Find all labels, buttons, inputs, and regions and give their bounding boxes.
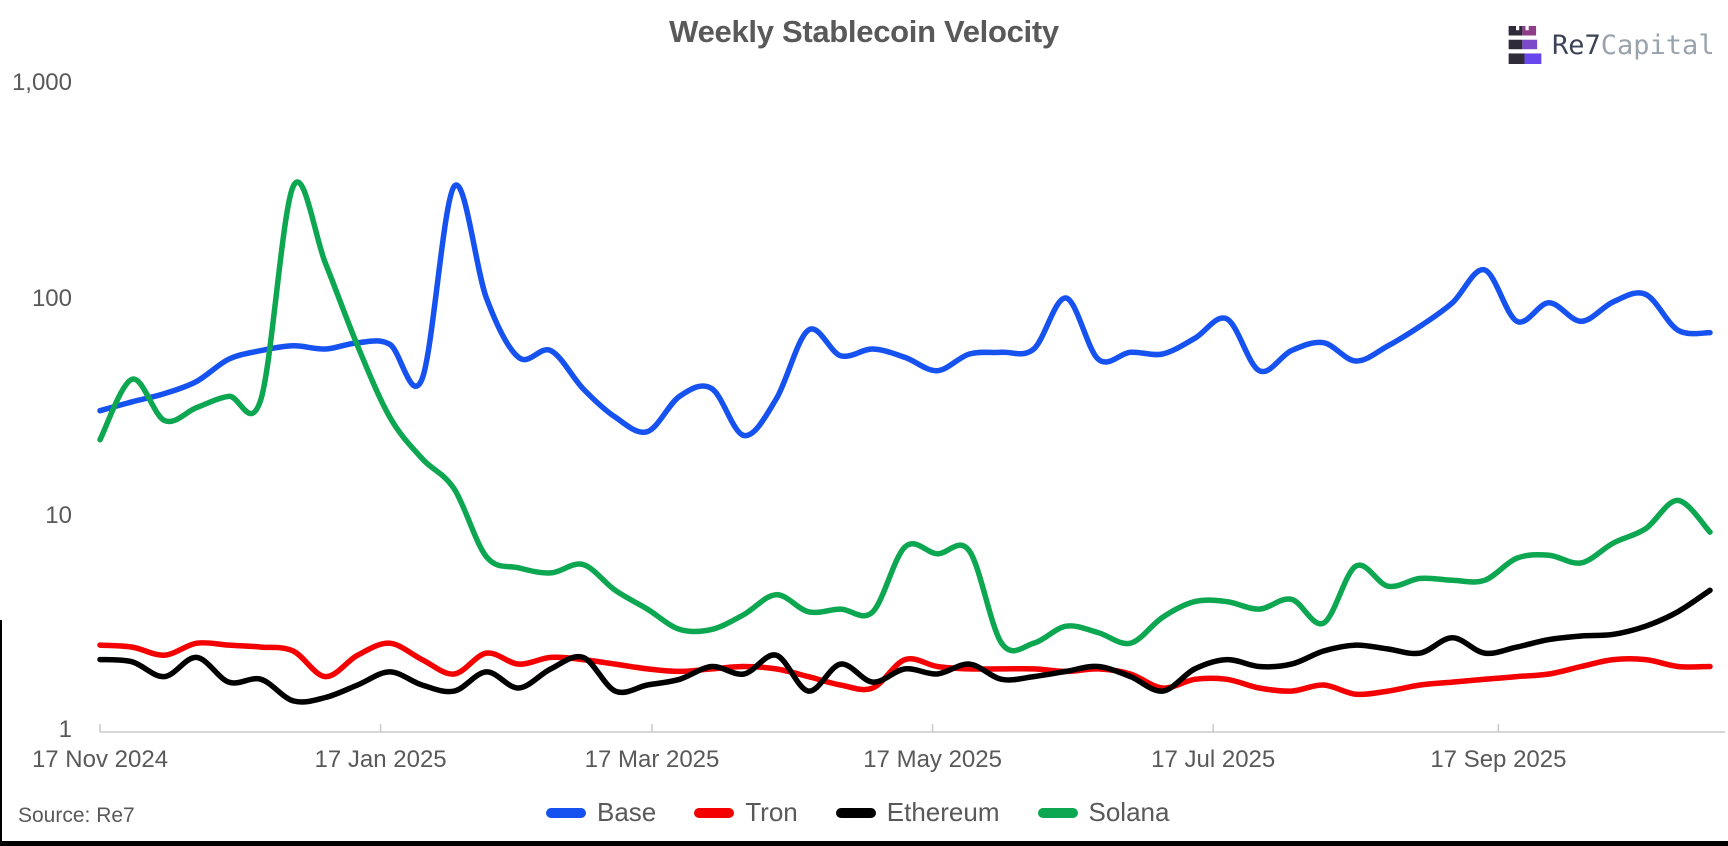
x-axis-label-nov2024: 17 Nov 2024 [31, 746, 169, 773]
chart-title: Weekly Stablecoin Velocity [669, 14, 1059, 49]
window-left-edge [0, 620, 2, 846]
legend-item-tron: Tron [694, 797, 798, 828]
x-axis-label-mar2025: 17 Mar 2025 [584, 746, 720, 773]
line-tron [97, 639, 1713, 698]
brand-wordmark: Re7Capital [1552, 30, 1715, 61]
re7-logo-icon [1508, 26, 1542, 64]
legend-item-solana: Solana [1037, 797, 1170, 828]
y-axis-label-1000: 1,000 [11, 69, 72, 96]
brand-name-primary: Re7 [1552, 29, 1601, 61]
legend-label-solana: Solana [1088, 797, 1170, 827]
legend-label-ethereum: Ethereum [886, 797, 1000, 827]
legend-swatch-tron [694, 807, 735, 818]
y-axis-label-100: 100 [31, 285, 72, 312]
legend-label-base: Base [597, 797, 657, 827]
x-axis-label-jan2025: 17 Jan 2025 [314, 746, 447, 773]
legend-swatch-base [546, 807, 586, 818]
x-axis-label-sep2025: 17 Sep 2025 [1430, 746, 1567, 773]
line-solana [97, 179, 1713, 654]
x-axis-label-may2025: 17 May 2025 [863, 746, 1002, 773]
y-axis-label-10: 10 [45, 502, 72, 529]
x-axis-label-jul2025: 17 Jul 2025 [1151, 746, 1276, 773]
brand-name-secondary: Capital [1600, 29, 1715, 61]
legend-swatch-solana [1037, 807, 1078, 818]
legend-swatch-ethereum [835, 807, 876, 818]
line-base [97, 182, 1713, 439]
legend-item-base: Base [546, 797, 656, 828]
window-bottom-edge [0, 841, 1728, 846]
legend: Base Tron Ethereum Solana [546, 797, 1169, 828]
legend-item-ethereum: Ethereum [835, 797, 1000, 828]
source-note: Source: Re7 [18, 804, 135, 827]
line-ethereum [97, 587, 1713, 705]
brand-logo: Re7Capital [1508, 26, 1715, 64]
y-axis-label-1: 1 [58, 716, 72, 743]
legend-label-tron: Tron [745, 797, 798, 827]
